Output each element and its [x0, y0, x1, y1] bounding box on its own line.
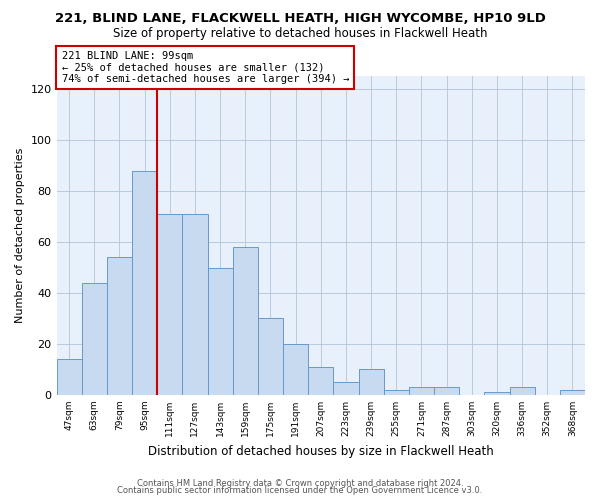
Bar	[258, 318, 283, 395]
Bar	[308, 367, 334, 395]
Bar	[409, 388, 434, 395]
Bar	[383, 390, 409, 395]
Text: 221 BLIND LANE: 99sqm
← 25% of detached houses are smaller (132)
74% of semi-det: 221 BLIND LANE: 99sqm ← 25% of detached …	[62, 51, 349, 84]
X-axis label: Distribution of detached houses by size in Flackwell Heath: Distribution of detached houses by size …	[148, 444, 494, 458]
Bar	[107, 258, 132, 395]
Text: Contains HM Land Registry data © Crown copyright and database right 2024.: Contains HM Land Registry data © Crown c…	[137, 478, 463, 488]
Bar	[82, 283, 107, 395]
Bar	[233, 247, 258, 395]
Bar	[182, 214, 208, 395]
Bar	[560, 390, 585, 395]
Bar	[509, 388, 535, 395]
Bar	[208, 268, 233, 395]
Text: Size of property relative to detached houses in Flackwell Heath: Size of property relative to detached ho…	[113, 28, 487, 40]
Text: 221, BLIND LANE, FLACKWELL HEATH, HIGH WYCOMBE, HP10 9LD: 221, BLIND LANE, FLACKWELL HEATH, HIGH W…	[55, 12, 545, 26]
Y-axis label: Number of detached properties: Number of detached properties	[15, 148, 25, 324]
Bar	[157, 214, 182, 395]
Bar	[283, 344, 308, 395]
Bar	[334, 382, 359, 395]
Bar	[132, 170, 157, 395]
Bar	[56, 360, 82, 395]
Bar	[359, 370, 383, 395]
Bar	[434, 388, 459, 395]
Text: Contains public sector information licensed under the Open Government Licence v3: Contains public sector information licen…	[118, 486, 482, 495]
Bar	[484, 392, 509, 395]
